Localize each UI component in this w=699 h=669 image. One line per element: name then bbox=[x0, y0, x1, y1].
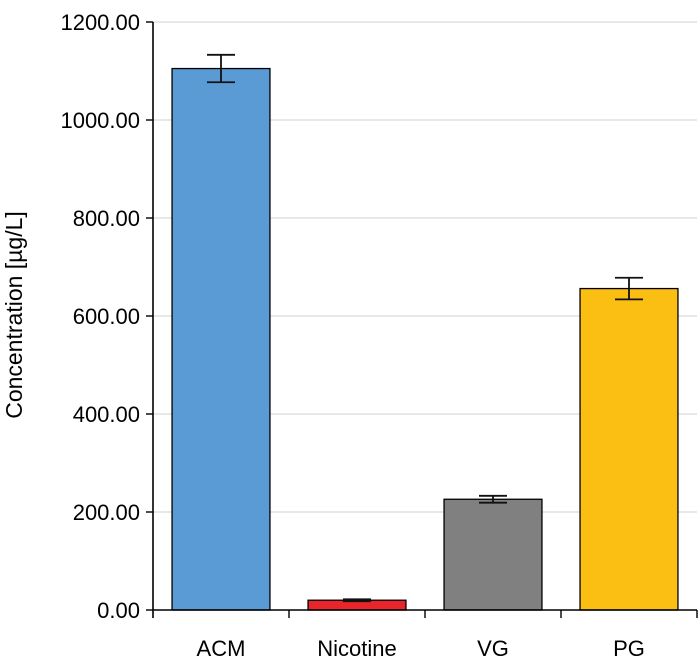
x-tick-label: PG bbox=[613, 636, 645, 661]
axes bbox=[146, 21, 698, 618]
y-tick-label: 800.00 bbox=[73, 206, 140, 231]
y-tick-label: 1000.00 bbox=[60, 108, 140, 133]
bar-pg bbox=[579, 287, 679, 611]
x-tick-label: VG bbox=[477, 636, 509, 661]
bars bbox=[171, 67, 679, 611]
y-tick-labels: 0.00 200.00 400.00 600.00 800.00 1000.00 1200.… bbox=[60, 10, 140, 623]
error-bars bbox=[207, 53, 643, 603]
y-tick-label: 1200.00 bbox=[60, 10, 140, 35]
bar-vg bbox=[443, 498, 543, 611]
y-axis-title: Concentration [µg/L] bbox=[1, 211, 27, 419]
x-tick-label: Nicotine bbox=[317, 636, 396, 661]
x-tick-labels: ACM Nicotine VG PG bbox=[197, 636, 645, 661]
y-tick-label: 200.00 bbox=[73, 500, 140, 525]
y-tick-label: 600.00 bbox=[73, 304, 140, 329]
x-tick-label: ACM bbox=[197, 636, 246, 661]
y-tick-label: 0.00 bbox=[97, 598, 140, 623]
bar-acm bbox=[171, 67, 271, 611]
y-tick-label: 400.00 bbox=[73, 402, 140, 427]
